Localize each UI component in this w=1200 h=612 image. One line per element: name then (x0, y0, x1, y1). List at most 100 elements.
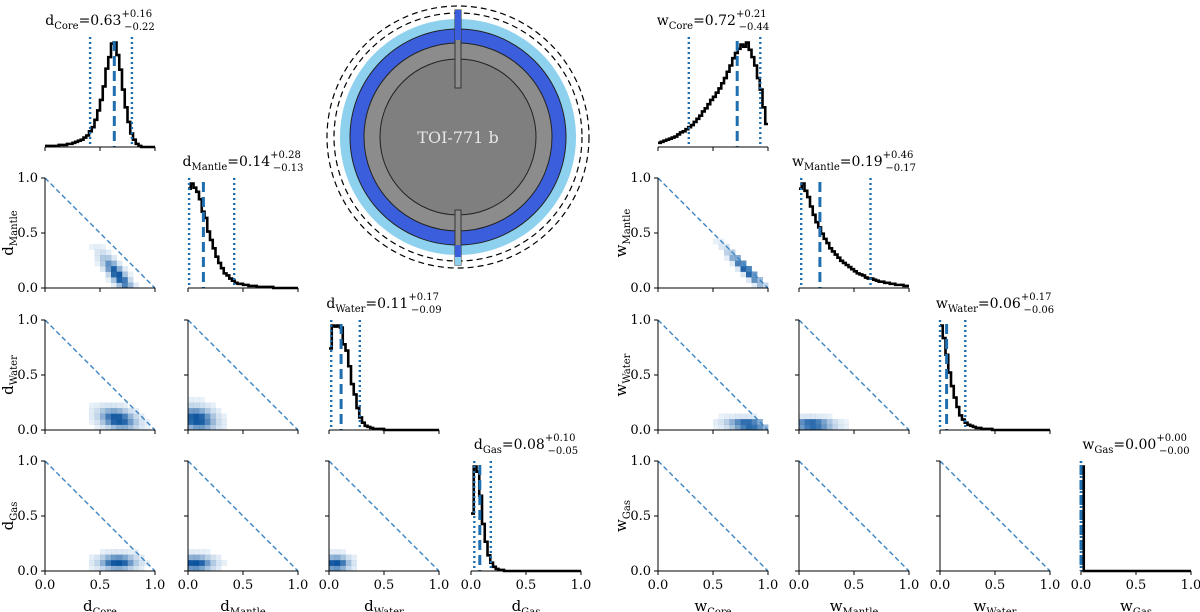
density-cell (127, 282, 134, 289)
y-axis-label: wWater (612, 353, 633, 396)
uncertainty-bar-bottom-water (455, 245, 461, 257)
density-cell (105, 255, 112, 261)
x-tick-label: 0.0 (789, 578, 810, 593)
density-cell (193, 565, 200, 572)
density-cell (122, 402, 128, 409)
density-cell (111, 402, 117, 409)
density-cell (94, 565, 101, 572)
density-cell (799, 413, 805, 420)
density-cell (111, 413, 117, 420)
density-cell (215, 419, 222, 425)
density-cell (188, 419, 194, 425)
density-cell (729, 260, 736, 267)
density-cell (826, 413, 833, 420)
density-cell (210, 413, 216, 420)
density-cell (799, 419, 805, 425)
density-cell (713, 419, 719, 425)
density-cell (188, 560, 194, 566)
density-cell (221, 419, 227, 425)
density-cell (105, 424, 112, 431)
density-cell (746, 413, 752, 420)
density-cell (199, 565, 205, 572)
density-cell (204, 402, 211, 409)
density-cell (100, 266, 106, 272)
density-cell (111, 424, 117, 431)
density-cell (188, 424, 194, 431)
density-cell (204, 419, 211, 425)
y-axis-label: wGas (612, 500, 633, 532)
density-cell (193, 549, 200, 555)
constraint-line (657, 177, 769, 289)
density-cell (111, 560, 117, 566)
y-axis-label: dWater (0, 355, 20, 395)
density-cell (199, 408, 205, 414)
density-cell (735, 424, 741, 431)
y-tick-label: 1.0 (630, 454, 651, 469)
density-cell (111, 260, 117, 267)
density-cell (762, 424, 769, 431)
histogram-w-mantle (799, 182, 909, 288)
panel-w-mantle-mantle: wMantle=0.19+0.46 −0.17 (792, 150, 916, 292)
density-cell (199, 419, 205, 425)
density-cell (826, 424, 833, 431)
density-cell (127, 549, 134, 555)
density-cell (100, 408, 106, 414)
density-cell (215, 554, 222, 561)
density-cell (210, 565, 216, 572)
x-tick-label: 0.5 (1126, 578, 1147, 593)
density-cell (751, 277, 758, 283)
density-cell (100, 244, 106, 250)
constraint-line (798, 319, 910, 431)
density-cell (127, 271, 134, 278)
density-cell (351, 560, 357, 566)
density-cell (340, 565, 346, 572)
y-axis-label: dMantle (0, 210, 20, 255)
panel-w-core-water: 0.0 0.5 1.0 wWater (612, 313, 769, 438)
density-cell (105, 565, 112, 572)
density-cell (122, 549, 128, 555)
uncertainty-bar-top-water (455, 10, 461, 40)
density-cell (105, 413, 112, 420)
density-cell (215, 560, 222, 566)
density-cell (221, 413, 227, 420)
density-cell (199, 560, 205, 566)
uncertainty-bar-bottom-gas (455, 257, 461, 265)
density-cell (122, 554, 128, 561)
density-cell (329, 560, 335, 566)
density-cell (138, 560, 145, 566)
density-cell (144, 424, 150, 431)
density-cell (210, 424, 216, 431)
density-cell (138, 419, 145, 425)
density-cell (127, 413, 134, 420)
density-cell (204, 549, 211, 555)
x-axis-label: wWater (974, 597, 1017, 612)
density-cell (89, 560, 95, 566)
density-cell (821, 419, 827, 425)
density-cell (215, 413, 222, 420)
panel-w-core-mantle: 0.0 0.5 1.0 wMantle (612, 171, 769, 296)
stat-label-d-water: dWater=0.11+0.17 −0.09 (326, 292, 441, 316)
y-tick-label: 0.5 (630, 509, 651, 524)
density-cell (105, 560, 112, 566)
histogram-w-water (940, 324, 1050, 432)
density-cell (329, 554, 335, 561)
panel-w-water-water: wWater=0.06+0.17 −0.06 (936, 292, 1054, 434)
density-cell (188, 549, 194, 555)
density-cell (133, 560, 139, 566)
density-cell (94, 255, 101, 261)
density-cell (810, 424, 816, 431)
density-cell (116, 560, 123, 566)
density-cell (111, 271, 117, 278)
density-cell (111, 266, 117, 272)
density-cell (188, 397, 194, 403)
density-cell (204, 424, 211, 431)
density-cell (188, 554, 194, 561)
x-tick-label: 0.5 (233, 578, 254, 593)
x-tick-label: 0.0 (35, 578, 56, 593)
x-axis-label: dGas (512, 597, 541, 612)
density-cell (116, 402, 123, 409)
y-tick-label: 0.5 (17, 226, 38, 241)
density-cell (111, 549, 117, 555)
density-cell (105, 277, 112, 283)
density-cell (122, 266, 128, 272)
